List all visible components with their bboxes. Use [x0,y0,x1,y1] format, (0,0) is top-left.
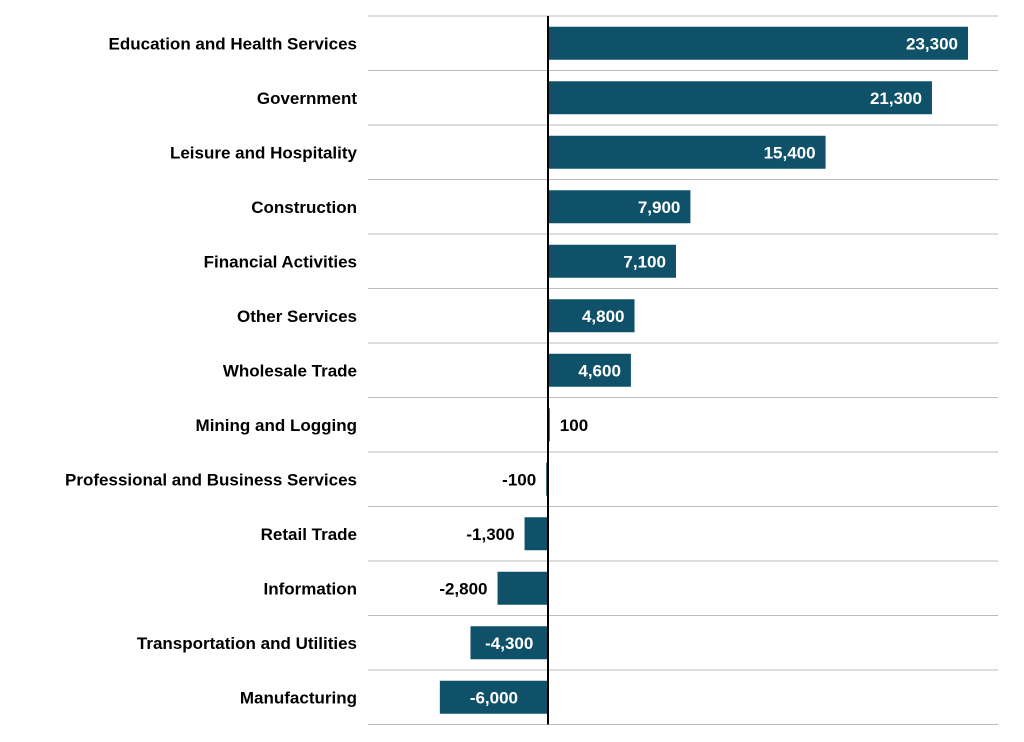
category-label: Wholesale Trade [223,361,357,380]
category-label: Professional and Business Services [65,470,357,489]
value-label: -100 [502,470,536,489]
bar [548,244,676,278]
value-label: 23,300 [906,34,958,53]
value-label: -6,000 [470,688,518,707]
value-label: -4,300 [485,634,533,653]
category-label: Leisure and Hospitality [170,143,358,162]
bar [548,26,968,60]
category-label: Manufacturing [240,688,357,707]
bar [524,517,548,551]
bar [548,353,631,387]
category-label: Information [264,579,358,598]
bar [497,571,548,605]
bar-layer [439,26,968,714]
bar [470,626,548,660]
category-label: Other Services [237,307,357,326]
value-label: 7,100 [623,252,666,271]
label-layer: Education and Health Services 23,300 Gover… [65,34,958,707]
bar [439,680,548,714]
value-label: 100 [560,416,588,435]
bar [548,81,932,115]
value-label: 4,800 [582,307,625,326]
bar [548,299,635,333]
value-label: 7,900 [638,198,681,217]
grid-layer [368,15,998,725]
category-label: Education and Health Services [109,34,357,53]
value-label: -1,300 [466,525,514,544]
category-label: Government [257,89,357,108]
category-label: Construction [251,198,357,217]
value-label: 15,400 [764,143,816,162]
value-label: -2,800 [439,579,487,598]
category-label: Financial Activities [204,252,357,271]
value-label: 4,600 [578,361,621,380]
category-label: Transportation and Utilities [137,634,357,653]
bar [548,190,691,224]
value-label: 21,300 [870,89,922,108]
category-label: Mining and Logging [196,416,357,435]
bar [548,135,826,169]
category-label: Retail Trade [261,525,357,544]
